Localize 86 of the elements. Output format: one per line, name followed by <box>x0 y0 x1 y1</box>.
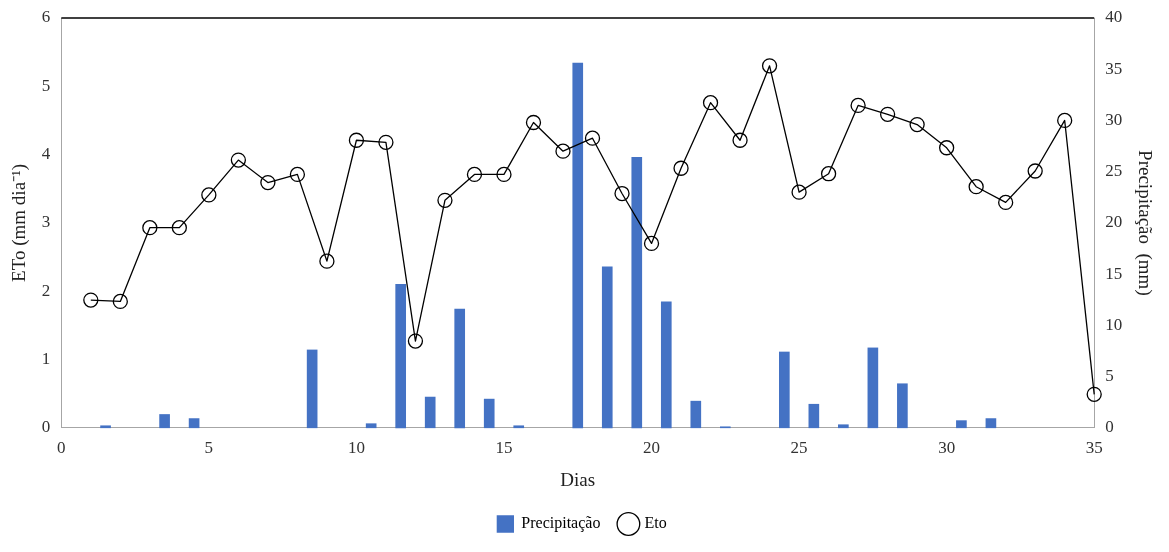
x-tick-label: 0 <box>57 438 66 458</box>
point <box>761 58 778 74</box>
bar <box>572 62 584 429</box>
point <box>407 333 424 349</box>
x-tick-label: 35 <box>1085 438 1103 458</box>
point <box>230 152 247 168</box>
bar <box>956 420 967 429</box>
y-tick-label: 6 <box>41 7 51 27</box>
point <box>968 179 984 195</box>
point <box>909 116 925 133</box>
point <box>673 160 689 176</box>
point <box>496 166 512 183</box>
bar <box>838 424 849 429</box>
x-axis-title: Dias <box>560 468 596 490</box>
point <box>260 174 276 191</box>
y2-tick-label: 35 <box>1105 58 1123 78</box>
point <box>112 293 128 310</box>
y-axis-title: ETo (mm dia⁻¹) <box>8 163 31 282</box>
bar <box>897 383 908 429</box>
x-tick-label: 10 <box>347 438 365 458</box>
bar <box>631 157 643 429</box>
y2-tick-label: 5 <box>1105 366 1114 386</box>
y-tick-label: 1 <box>41 348 51 368</box>
bar <box>690 400 702 429</box>
y-tick-label: 0 <box>41 417 51 437</box>
bar <box>454 308 466 429</box>
y2-tick-label: 20 <box>1105 212 1123 232</box>
y2-tick-label: 0 <box>1105 417 1114 437</box>
bar <box>601 266 613 429</box>
point <box>378 134 394 150</box>
y2-tick-label: 40 <box>1105 7 1123 27</box>
y2-axis-title: Precipitação (mm) <box>1133 150 1156 296</box>
bar <box>188 418 200 429</box>
point <box>1086 386 1102 402</box>
x-tick-label: 20 <box>643 438 661 458</box>
point <box>643 235 660 252</box>
point <box>555 143 571 159</box>
point <box>820 166 837 182</box>
point <box>437 192 453 209</box>
point <box>702 95 719 111</box>
point <box>1057 112 1073 129</box>
bar <box>513 425 525 429</box>
point <box>319 253 335 269</box>
point <box>584 130 601 146</box>
x-tick-label: 15 <box>495 438 513 458</box>
point <box>201 187 217 203</box>
bar <box>808 403 820 429</box>
point <box>525 114 542 131</box>
point <box>879 106 896 122</box>
point <box>289 166 306 183</box>
x-tick-label: 25 <box>790 438 808 458</box>
point <box>348 132 365 148</box>
bar <box>779 351 790 429</box>
bar <box>100 425 111 429</box>
y-tick-label: 4 <box>41 144 51 164</box>
bar <box>867 347 879 429</box>
point <box>998 194 1014 211</box>
bar <box>395 284 407 429</box>
legend-label: Precipitação <box>521 514 601 533</box>
y2-tick-label: 25 <box>1105 161 1123 181</box>
y-tick-label: 2 <box>41 280 51 300</box>
point <box>938 140 955 156</box>
bar <box>306 349 318 429</box>
bar <box>365 423 377 429</box>
y2-tick-label: 10 <box>1105 314 1123 334</box>
bar <box>483 398 495 429</box>
point <box>466 166 483 183</box>
point <box>732 132 748 148</box>
point <box>142 220 158 236</box>
y2-tick-label: 15 <box>1105 263 1123 283</box>
point <box>1027 163 1043 179</box>
bar <box>985 418 997 429</box>
legend-label: Eto <box>644 514 667 532</box>
point <box>83 292 99 308</box>
point <box>791 184 807 200</box>
y-tick-label: 5 <box>41 75 51 95</box>
y2-tick-label: 30 <box>1105 109 1123 129</box>
x-tick-label: 30 <box>938 438 956 458</box>
bar <box>159 414 170 429</box>
y-tick-label: 3 <box>41 212 51 232</box>
x-tick-label: 5 <box>204 438 214 458</box>
point <box>850 97 866 114</box>
point <box>171 220 187 236</box>
bar <box>660 301 672 429</box>
bar <box>424 396 436 429</box>
point <box>614 185 630 202</box>
